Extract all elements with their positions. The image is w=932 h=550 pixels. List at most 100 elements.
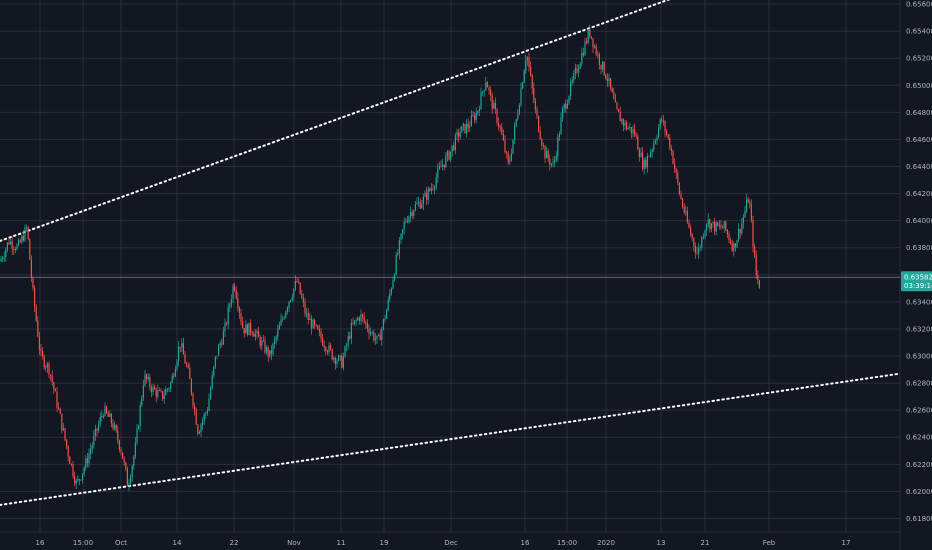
candle-body bbox=[136, 428, 138, 443]
candle-body bbox=[685, 211, 687, 213]
candle-body bbox=[141, 397, 143, 406]
candle-body bbox=[645, 159, 647, 168]
time-tick-label: 15:00 bbox=[73, 539, 93, 547]
time-tick-label: Oct bbox=[115, 539, 127, 547]
candle-body bbox=[654, 140, 656, 144]
candle-body bbox=[672, 150, 674, 164]
candle-body bbox=[246, 324, 248, 335]
candle-body bbox=[693, 238, 695, 247]
candle-body bbox=[384, 318, 386, 320]
candle-body bbox=[714, 221, 716, 232]
candle-body bbox=[93, 435, 95, 446]
candle-body bbox=[21, 235, 23, 243]
candle-body bbox=[718, 225, 720, 226]
candle-body bbox=[429, 188, 431, 191]
candle-body bbox=[643, 159, 645, 169]
candle-body bbox=[258, 330, 260, 337]
candle-body bbox=[416, 203, 418, 205]
candle-body bbox=[78, 479, 80, 480]
candle-body bbox=[634, 129, 636, 135]
candle-body bbox=[472, 115, 474, 117]
candle-body bbox=[523, 70, 525, 83]
time-tick-label: 14 bbox=[173, 539, 182, 547]
trendline[interactable] bbox=[0, 372, 901, 506]
candle-body bbox=[58, 407, 60, 409]
candle-body bbox=[322, 338, 324, 346]
candle-body bbox=[437, 168, 439, 178]
candle-body bbox=[574, 68, 576, 74]
candle-body bbox=[571, 80, 573, 83]
candle-body bbox=[712, 221, 714, 224]
candle-body bbox=[155, 389, 157, 397]
candle-body bbox=[491, 95, 493, 109]
candle-body bbox=[293, 288, 295, 298]
candle-body bbox=[306, 313, 308, 315]
candle-body bbox=[376, 335, 378, 339]
candle-body bbox=[102, 415, 104, 417]
candle-body bbox=[90, 449, 92, 454]
candle-body bbox=[262, 340, 264, 342]
candle-body bbox=[610, 78, 612, 88]
candle-body bbox=[430, 188, 432, 191]
candle-body bbox=[402, 229, 404, 234]
candle-body bbox=[248, 322, 250, 335]
candle-body bbox=[419, 202, 421, 209]
candle-body bbox=[344, 346, 346, 357]
candle-body bbox=[278, 325, 280, 330]
trendline[interactable] bbox=[0, 0, 675, 242]
candle-body bbox=[728, 234, 730, 241]
candle-body bbox=[558, 134, 560, 137]
candle-body bbox=[117, 430, 119, 441]
candle-body bbox=[245, 324, 247, 334]
candle-body bbox=[290, 299, 292, 302]
time-tick-label: Nov bbox=[287, 539, 301, 547]
candle-body bbox=[682, 198, 684, 207]
candle-body bbox=[342, 356, 344, 368]
candle-body bbox=[622, 119, 624, 126]
candle-body bbox=[438, 166, 440, 169]
candle-body bbox=[586, 41, 588, 43]
candle-body bbox=[299, 282, 301, 294]
candle-body bbox=[368, 329, 370, 334]
candle-body bbox=[560, 118, 562, 135]
candle-body bbox=[566, 103, 568, 109]
candle-body bbox=[365, 321, 367, 324]
candle-body bbox=[0, 259, 2, 262]
candle-body bbox=[507, 152, 509, 162]
candle-body bbox=[355, 320, 357, 321]
candle-body bbox=[400, 233, 402, 240]
time-axis[interactable]: 16 15:00 Oct 14 22 Nov 11 19 Dec 16 15:00 2020 13 21 F… bbox=[36, 539, 851, 547]
candle-body bbox=[632, 129, 634, 134]
candle-body bbox=[13, 248, 15, 250]
candle-body bbox=[50, 374, 52, 376]
time-tick-label: 15:00 bbox=[557, 539, 577, 547]
candle-body bbox=[352, 323, 354, 324]
candle-body bbox=[72, 463, 74, 477]
candle-body bbox=[702, 237, 704, 238]
candle-body bbox=[166, 388, 168, 390]
candle-body bbox=[24, 227, 26, 241]
candle-body bbox=[269, 350, 271, 357]
candle-body bbox=[662, 120, 664, 122]
candle-body bbox=[650, 152, 652, 157]
candle-body bbox=[82, 473, 84, 480]
candle-body bbox=[198, 432, 200, 434]
candle-body bbox=[253, 333, 255, 337]
time-tick-label: 2020 bbox=[597, 539, 615, 547]
candle-body bbox=[333, 357, 335, 360]
candle-body bbox=[677, 172, 679, 183]
candle-body bbox=[533, 88, 535, 102]
candle-body bbox=[539, 131, 541, 140]
candle-body bbox=[587, 29, 589, 43]
candle-body bbox=[518, 105, 520, 115]
candle-body bbox=[670, 148, 672, 151]
candle-body bbox=[758, 279, 760, 288]
candle-body bbox=[488, 87, 490, 90]
candle-body bbox=[573, 73, 575, 81]
candle-body bbox=[658, 127, 660, 138]
candle-body bbox=[699, 247, 701, 248]
candle-body bbox=[66, 439, 68, 447]
